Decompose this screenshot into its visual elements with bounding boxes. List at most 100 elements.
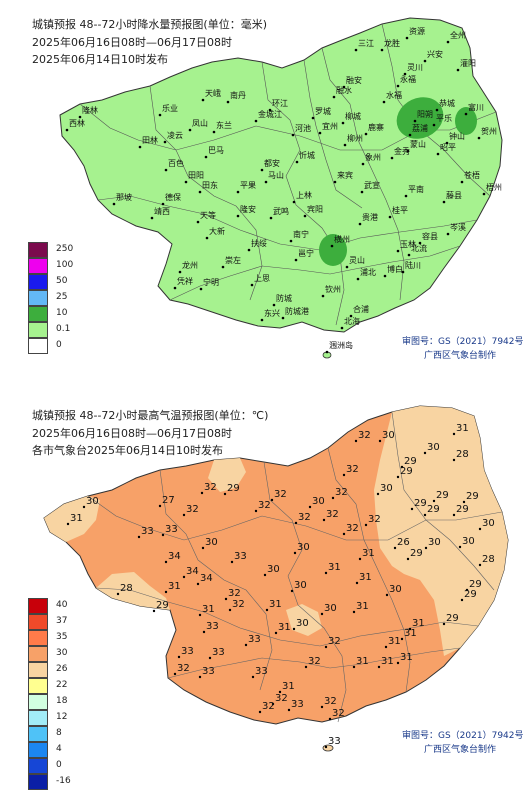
temp-value-text: 30 (482, 518, 495, 529)
temp-value-text: 34 (200, 573, 213, 584)
precip-city: 天等 (196, 210, 216, 224)
temp-value: 30 (478, 518, 495, 531)
temp-value-text: 33 (234, 551, 247, 562)
temp-value-dot (460, 598, 464, 602)
temp-value-dot (355, 581, 359, 585)
temp-value: 29 (223, 483, 240, 496)
temp-value-text: 29 (400, 466, 413, 477)
temp-value-dot (328, 717, 332, 721)
temp-value: 30 (293, 542, 310, 555)
temp-value-text: 30 (297, 542, 310, 553)
temp-value-dot (292, 627, 296, 631)
precip-city-name: 藤县 (446, 190, 462, 200)
temp-legend-label: 26 (56, 664, 68, 674)
precip-city-name: 上思 (254, 274, 270, 283)
temp-value: 32 (354, 430, 371, 443)
temp-value-dot (452, 513, 456, 517)
temp-value-text: 31 (269, 599, 282, 610)
temp-value-dot (396, 661, 400, 665)
temp-value-text: 33 (181, 646, 194, 657)
precip-city-name: 象州 (365, 152, 381, 162)
temp-legend-swatch (28, 598, 48, 614)
precip-city-name: 玉林 (400, 239, 416, 249)
precip-city-name: 那坡 (116, 192, 132, 202)
precip-city: 田东 (198, 180, 218, 194)
precip-city-name: 隆安 (240, 204, 256, 214)
temp-value-dot (320, 612, 324, 616)
precip-city-dot (446, 232, 450, 236)
temp-value-text: 29 (404, 456, 417, 467)
temp-county-borders (87, 411, 503, 723)
precip-city: 永福 (396, 74, 416, 88)
temp-value-dot (342, 532, 346, 536)
precip-credit-org: 广西区气象台制作 (424, 351, 497, 361)
temp-value: 32 (342, 464, 359, 477)
precip-city-name: 永福 (400, 74, 416, 84)
temp-value-text: 31 (412, 618, 425, 629)
temp-value-dot (352, 665, 356, 669)
temp-value-dot (182, 575, 186, 579)
precip-city-name: 博白 (387, 264, 403, 274)
precip-city-name: 宁明 (203, 277, 219, 287)
temp-value-dot (342, 473, 346, 477)
precip-city: 富川 (464, 102, 484, 116)
precip-city-dot (358, 222, 362, 226)
precip-city-name: 西林 (69, 118, 85, 128)
precip-city-name: 武鸣 (273, 206, 289, 216)
temp-value-dot (164, 560, 168, 564)
precip-city: 玉林 (396, 239, 416, 253)
precip-city: 大新 (205, 226, 225, 240)
precip-city-dot (178, 270, 182, 274)
temp-value-dot (393, 546, 397, 550)
temp-value-text: 32 (346, 464, 359, 475)
temp-value-text: 34 (168, 551, 181, 562)
temp-legend-label: 35 (56, 632, 68, 642)
temp-value: 31 (384, 636, 401, 649)
temp-value-text: 30 (294, 580, 307, 591)
temp-value-text: 31 (202, 604, 215, 615)
temp-value-text: 31 (356, 601, 369, 612)
temp-value: 33 (230, 551, 247, 564)
temp-value: 29 (442, 613, 459, 626)
temp-value-text: 30 (462, 536, 475, 547)
precip-city-dot (405, 36, 409, 40)
temp-value-text: 29 (446, 613, 459, 624)
temp-value-dot (198, 675, 202, 679)
temp-value: 31 (352, 601, 369, 614)
temp-value-dot (352, 610, 356, 614)
temp-value-dot (274, 631, 278, 635)
temp-value-text: 30 (267, 564, 280, 575)
temp-value-text: 32 (275, 693, 288, 704)
temp-value-text: 29 (156, 600, 169, 611)
temp-value-dot (173, 672, 177, 676)
precip-city-dot (254, 119, 258, 123)
precip-city-name: 德保 (165, 192, 181, 202)
precip-city-name: 平南 (408, 184, 424, 194)
temp-value: 29 (396, 466, 413, 479)
precip-city-dot (269, 216, 273, 220)
temp-title-line-3: 各市气象台2025年06月14日10时发布 (32, 444, 223, 457)
precip-city-dot (221, 265, 225, 269)
temp-value-dot (66, 522, 70, 526)
precip-city-dot (333, 180, 337, 184)
precip-city: 隆林 (78, 105, 98, 119)
precip-city-dot (423, 59, 427, 63)
precip-city-dot (446, 40, 450, 44)
temp-value: 32 (254, 500, 271, 513)
temp-value: 31 (278, 681, 295, 694)
temp-value: 29 (400, 456, 417, 469)
precip-city-dot (418, 241, 422, 245)
precip-city: 涠洲岛 (325, 340, 353, 354)
temp-value-dot (230, 560, 234, 564)
temp-value: 30 (385, 584, 402, 597)
precip-city: 乐业 (158, 103, 178, 117)
precip-city-name: 灵川 (407, 63, 423, 72)
temp-value: 29 (465, 579, 482, 592)
precip-city-dot (294, 258, 298, 262)
precip-city-name: 容县 (422, 231, 438, 241)
precip-legend-swatch (28, 258, 48, 274)
precip-city-dot (318, 131, 322, 135)
temp-value-text: 31 (356, 656, 369, 667)
precip-city-dot (413, 119, 417, 123)
